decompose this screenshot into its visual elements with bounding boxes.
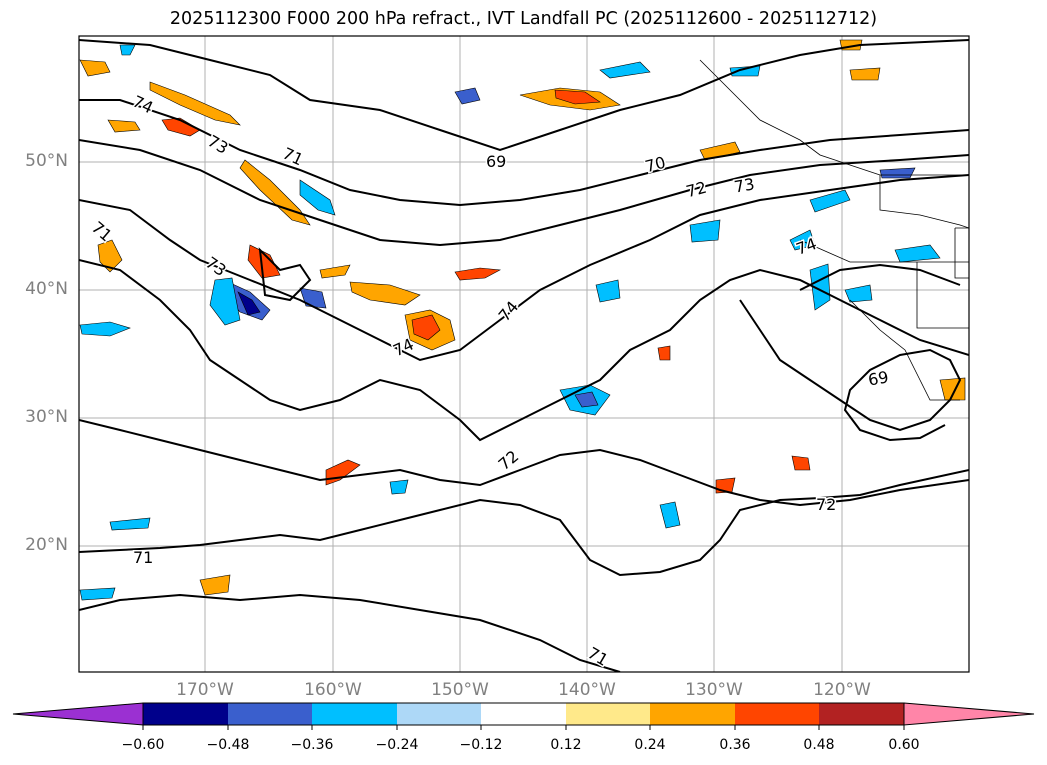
lon-label: 120°W (813, 680, 871, 700)
colorbar-segment (819, 703, 904, 725)
colorbar-segment (735, 703, 819, 725)
colorbar-segment (312, 703, 397, 725)
colorbar-tick-label: −0.36 (290, 737, 334, 753)
lon-label: 150°W (431, 680, 489, 700)
political-boundaries (699, 59, 969, 401)
colorbar-tick-label: 0.60 (888, 737, 920, 753)
contour-label: 71 (133, 548, 153, 567)
contour-label: 73 (733, 174, 756, 196)
lat-label: 20°N (25, 535, 68, 555)
lon-label: 130°W (685, 680, 743, 700)
colorbar-tick-label: −0.60 (121, 737, 165, 753)
lon-label: 160°W (304, 680, 362, 700)
contour-label: 69 (486, 152, 506, 171)
colorbar (12, 702, 1035, 730)
colorbar-tick-label: −0.48 (206, 737, 250, 753)
colorbar-tick-label: −0.12 (459, 737, 503, 753)
colorbar-segment (397, 703, 481, 725)
colorbar-segment (143, 703, 228, 725)
colorbar-extend-low (12, 702, 144, 726)
contour-lines (79, 39, 969, 672)
colorbar-segment (566, 703, 650, 725)
lat-label: 30°N (25, 407, 68, 427)
map-area (79, 36, 969, 672)
colorbar-tick-label: 0.36 (719, 737, 751, 753)
colorbar-segment (228, 703, 312, 725)
colorbar-tick-label: −0.24 (375, 737, 419, 753)
lon-label: 140°W (558, 680, 616, 700)
colorbar-tick-label: 0.24 (634, 737, 666, 753)
chart-title: 2025112300 F000 200 hPa refract., IVT La… (169, 9, 878, 29)
colorbar-tick-label: 0.48 (803, 737, 835, 753)
colorbar-segment (650, 703, 735, 725)
lat-label: 50°N (25, 151, 68, 171)
lat-label: 40°N (25, 279, 68, 299)
map-frame (78, 35, 970, 673)
colorbar-segment (481, 703, 566, 725)
contour-label: 72 (816, 495, 836, 514)
contour-label: 69 (867, 367, 890, 389)
filled-anomalies (79, 39, 966, 601)
colorbar-extend-high (903, 702, 1035, 726)
lon-label: 170°W (176, 680, 234, 700)
gridlines (79, 36, 969, 672)
colorbar-tick-label: 0.12 (550, 737, 582, 753)
